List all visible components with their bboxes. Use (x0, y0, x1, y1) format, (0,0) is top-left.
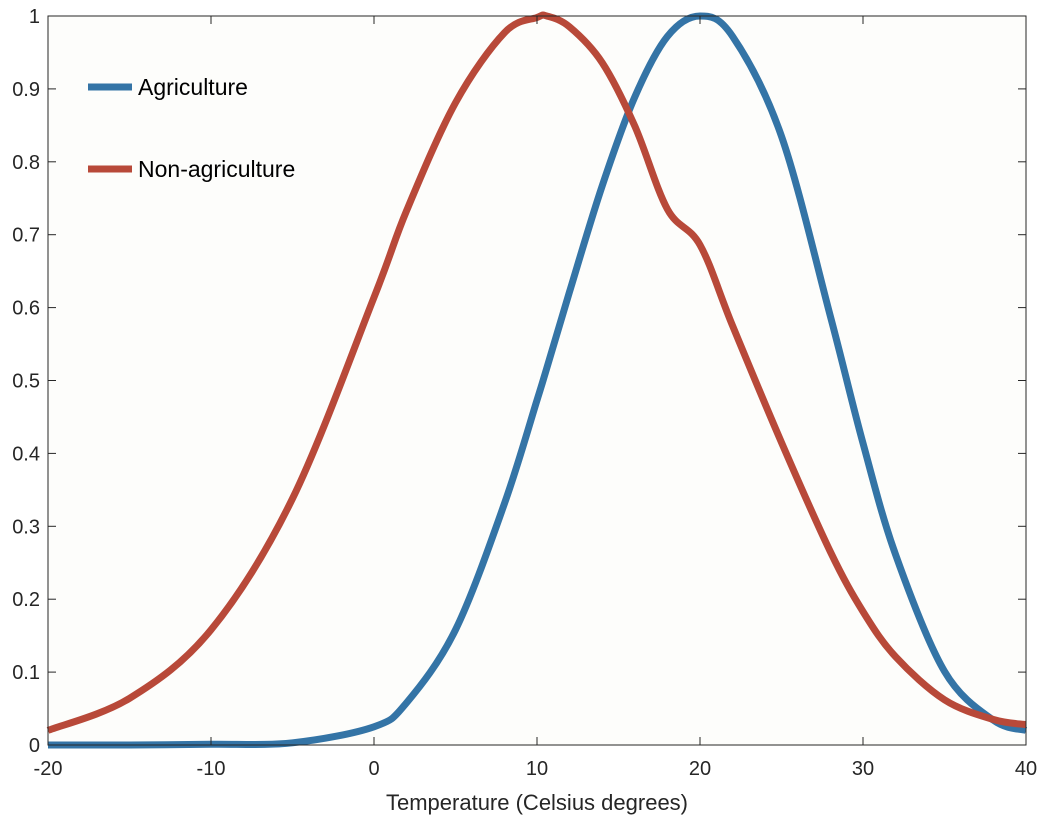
x-tick-label: 20 (689, 758, 711, 780)
y-tick-label: 1 (29, 6, 40, 28)
x-axis-label: Temperature (Celsius degrees) (386, 790, 688, 815)
x-tick-label: 40 (1015, 758, 1037, 780)
plot-area (48, 16, 1026, 745)
series-layer (46, 11, 1028, 749)
series-line-agriculture (47, 12, 1028, 749)
y-tick-label: 0.9 (12, 79, 40, 101)
x-tick-label: -10 (197, 758, 226, 780)
y-tick-label: 0 (29, 735, 40, 757)
legend: Agriculture Non-agriculture (88, 74, 295, 182)
x-tick-label: 10 (526, 758, 548, 780)
y-tick-label: 0.1 (12, 662, 40, 684)
series-line-non-agriculture (46, 11, 1027, 734)
y-tick-label: 0.7 (12, 225, 40, 247)
x-tick-label: 0 (368, 758, 379, 780)
y-tick-label: 0.5 (12, 371, 40, 393)
y-tick-label: 0.6 (12, 298, 40, 320)
y-tick-label: 0.3 (12, 516, 40, 538)
ticks-layer: -20 -10 0 10 20 30 40 0 0.1 0.2 0.3 0.4 0.5 0.6 0.7 0.8… (12, 6, 1037, 780)
legend-label-agriculture: Agriculture (138, 74, 248, 100)
x-tick-label: -20 (34, 758, 63, 780)
x-tick-label: 30 (852, 758, 874, 780)
y-tick-label: 0.2 (12, 589, 40, 611)
legend-label-non-agriculture: Non-agriculture (138, 156, 295, 182)
y-tick-label: 0.4 (12, 443, 40, 465)
y-tick-label: 0.8 (12, 152, 40, 174)
